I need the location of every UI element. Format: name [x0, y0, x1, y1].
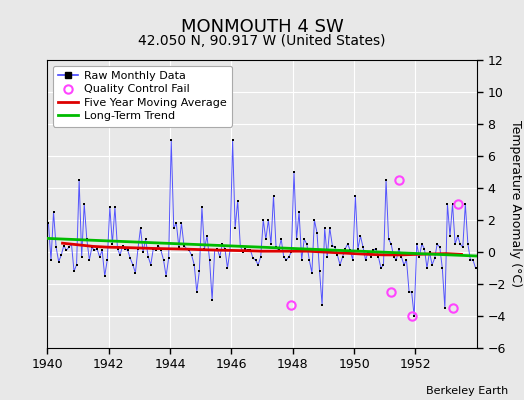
Y-axis label: Temperature Anomaly (°C): Temperature Anomaly (°C) [509, 120, 522, 288]
Legend: Raw Monthly Data, Quality Control Fail, Five Year Moving Average, Long-Term Tren: Raw Monthly Data, Quality Control Fail, … [53, 66, 232, 127]
Text: MONMOUTH 4 SW: MONMOUTH 4 SW [181, 18, 343, 36]
Text: Berkeley Earth: Berkeley Earth [426, 386, 508, 396]
Text: 42.050 N, 90.917 W (United States): 42.050 N, 90.917 W (United States) [138, 34, 386, 48]
